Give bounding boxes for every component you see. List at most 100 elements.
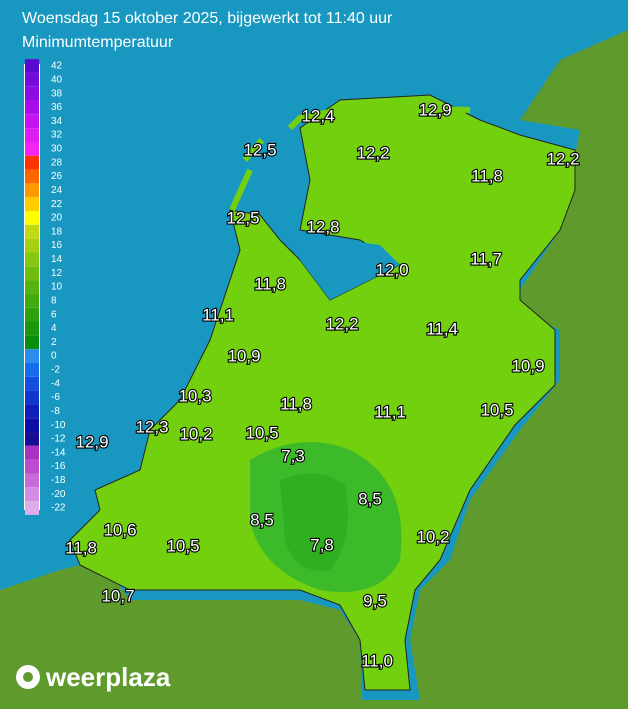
legend-tick-label: -8 [51, 406, 60, 417]
station-value: 12,3 [135, 417, 168, 436]
legend-swatch [25, 86, 39, 101]
station-value: 10,9 [511, 356, 544, 375]
station-value: 12,2 [325, 314, 358, 333]
legend-tick-label: 28 [51, 157, 63, 168]
islands [229, 105, 471, 212]
netherlands [69, 94, 576, 691]
legend-swatch [25, 280, 39, 294]
legend-swatch [25, 307, 39, 322]
station-value: 10,3 [178, 386, 211, 405]
station-value: 12,2 [546, 149, 579, 168]
coldest-area [280, 473, 348, 571]
legend-tick-label: 16 [51, 240, 63, 251]
legend-swatch [25, 211, 39, 225]
legend-tick-label: 22 [51, 199, 63, 210]
station-value: 11,8 [471, 166, 503, 185]
legend-swatch [25, 183, 39, 198]
neighbour-land [0, 30, 628, 709]
legend-swatch [25, 459, 39, 474]
station-value: 12,9 [418, 100, 451, 119]
station-value: 8,5 [358, 489, 382, 508]
legend-swatch [25, 252, 39, 267]
legend-tick-label: 34 [51, 116, 63, 127]
logo: weerplaza [16, 662, 171, 692]
legend-tick-label: 2 [51, 337, 57, 348]
legend-tick-label: -2 [51, 365, 60, 376]
legend-swatch [25, 72, 39, 87]
legend-tick-label: -6 [51, 392, 60, 403]
legend-swatch [25, 473, 39, 488]
legend-tick-label: 42 [51, 61, 63, 72]
legend-tick-label: -18 [51, 475, 66, 486]
station-value: 12,5 [226, 208, 259, 227]
station-value: 10,5 [166, 536, 199, 555]
legend-tick-label: 36 [51, 102, 63, 113]
legend-tick-label: 30 [51, 144, 63, 155]
legend-swatch [25, 501, 39, 515]
legend-tick-label: 6 [51, 309, 57, 320]
legend: 424038363432302826242220181614121086420-… [24, 59, 66, 515]
legend-tick-label: -10 [51, 420, 66, 431]
legend-swatch [25, 418, 39, 433]
station-value: 10,9 [227, 346, 260, 365]
legend-swatch [25, 293, 39, 308]
station-value: 11,1 [374, 402, 406, 421]
logo-icon-inner [23, 672, 33, 682]
legend-tick-label: -14 [51, 447, 66, 458]
legend-swatch [25, 335, 39, 350]
legend-swatch [25, 100, 39, 115]
station-value: 7,3 [281, 446, 305, 465]
station-value: 12,0 [375, 260, 408, 279]
station-value: 11,8 [65, 538, 97, 557]
station-value: 12,8 [306, 217, 339, 236]
legend-swatch [25, 155, 39, 170]
station-value: 12,9 [75, 432, 108, 451]
station-value: 11,1 [202, 305, 234, 324]
legend-tick-label: 40 [51, 74, 63, 85]
station-value: 10,5 [480, 400, 513, 419]
legend-tick-label: -4 [51, 378, 60, 389]
legend-swatch [25, 376, 39, 391]
legend-swatch [25, 169, 39, 184]
legend-tick-label: 18 [51, 226, 63, 237]
legend-tick-label: 10 [51, 282, 63, 293]
legend-tick-label: 26 [51, 171, 63, 182]
station-value: 12,4 [301, 106, 334, 125]
legend-swatch [25, 266, 39, 281]
logo-text: weerplaza [45, 662, 171, 692]
station-value: 7,8 [310, 535, 334, 554]
legend-tick-label: 38 [51, 88, 63, 99]
station-value: 11,0 [361, 651, 393, 670]
legend-tick-label: -22 [51, 503, 66, 514]
legend-swatch [25, 362, 39, 377]
legend-tick-label: -12 [51, 434, 66, 445]
legend-swatch [25, 141, 39, 156]
legend-swatch [25, 238, 39, 253]
legend-tick-label: 14 [51, 254, 63, 265]
station-value: 8,5 [250, 510, 274, 529]
station-value: 10,5 [245, 423, 278, 442]
station-value: 10,7 [101, 586, 134, 605]
station-value: 11,7 [470, 249, 502, 268]
legend-swatch [25, 487, 39, 502]
title: Woensdag 15 oktober 2025, bijgewerkt tot… [22, 10, 393, 27]
legend-tick-label: 32 [51, 130, 63, 141]
station-value: 10,2 [179, 424, 212, 443]
legend-swatch [25, 404, 39, 419]
station-value: 10,2 [416, 527, 449, 546]
legend-swatch [25, 128, 39, 142]
legend-tick-label: 0 [51, 351, 57, 362]
station-value: 12,2 [356, 143, 389, 162]
station-value: 11,4 [426, 319, 458, 338]
subtitle: Minimumtemperatuur [22, 34, 174, 51]
station-value: 11,8 [254, 274, 286, 293]
station-value: 12,5 [243, 140, 276, 159]
legend-tick-label: 12 [51, 268, 63, 279]
legend-tick-label: -20 [51, 489, 66, 500]
legend-swatch [25, 349, 39, 363]
stations: 12,4 12,9 12,5 12,2 12,2 11,8 12,5 12,8 12,0 11,7… [64, 99, 581, 671]
station-value: 10,6 [103, 520, 136, 539]
legend-swatch [25, 114, 39, 129]
station-value: 11,8 [280, 394, 312, 413]
